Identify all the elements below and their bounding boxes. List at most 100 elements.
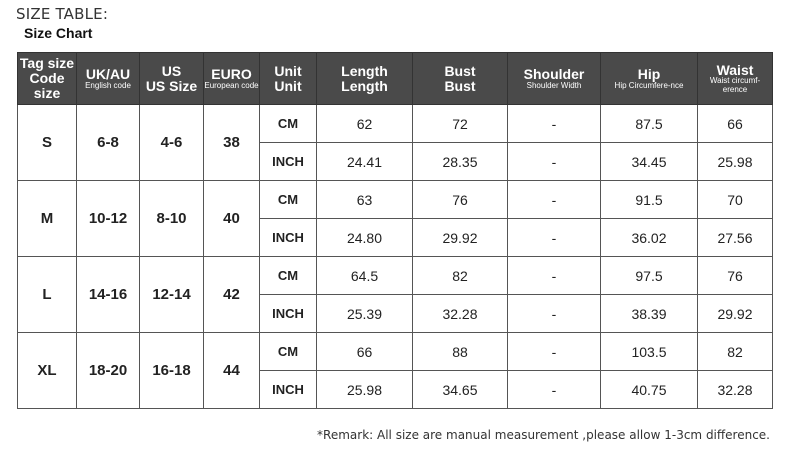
measurement-cell: 72 [412, 104, 508, 143]
measurement-cell: - [507, 104, 601, 143]
unit-cell: CM [259, 256, 317, 295]
measurement-cell: 62 [316, 104, 413, 143]
size-tag: S [17, 104, 77, 181]
header-label: Shoulder [523, 65, 585, 82]
column-header: UK/AU English code [76, 52, 140, 105]
unit-cell: INCH [259, 218, 317, 257]
unit-cell: CM [259, 180, 317, 219]
header-sublabel: Code size [29, 70, 65, 101]
header-sublabel: Waist circumf-erence [709, 76, 761, 94]
header-sublabel: US Size [145, 77, 198, 94]
table-row: L 14-16 12-14 42 CM 64.5 82-97.5 76 [17, 256, 773, 333]
table-row: S 6-8 4-6 38 CM 62 72-87.5 66 [17, 104, 773, 181]
measurement-cell: 66 [316, 332, 413, 371]
measurement-cell: 32.28 [697, 370, 773, 409]
measurement-cell: - [507, 294, 601, 333]
size-euro: 40 [203, 180, 260, 257]
header-sublabel: European code [204, 80, 259, 90]
measurement-cell: 34.45 [600, 142, 698, 181]
size-uk: 14-16 [76, 256, 140, 333]
size-euro: 44 [203, 332, 260, 409]
column-header: US US Size [139, 52, 204, 105]
size-tag: M [17, 180, 77, 257]
column-header: Waist Waist circumf-erence [697, 52, 773, 105]
measurement-cell: 25.98 [316, 370, 413, 409]
column-header: EURO European code [203, 52, 260, 105]
column-header: Tag size Code size [17, 52, 77, 105]
measurement-cell: 63 [316, 180, 413, 219]
header-sublabel: English code [85, 80, 131, 90]
header-label: UK/AU [85, 65, 131, 82]
column-header: Bust Bust [412, 52, 508, 105]
measurement-cell: 82 [697, 332, 773, 371]
measurement-cell: 24.80 [316, 218, 413, 257]
header-label: US [161, 62, 182, 79]
unit-cell: INCH [259, 370, 317, 409]
size-tag: L [17, 256, 77, 333]
column-header: Length Length [316, 52, 413, 105]
column-header: Hip Hip Circumfere-nce [600, 52, 698, 105]
measurement-cell: 76 [412, 180, 508, 219]
measurement-cell: 64.5 [316, 256, 413, 295]
size-uk: 10-12 [76, 180, 140, 257]
measurement-cell: 28.35 [412, 142, 508, 181]
measurement-cell: - [507, 370, 601, 409]
unit-cell: INCH [259, 294, 317, 333]
header-label: Waist [716, 61, 754, 78]
measurement-cell: 82 [412, 256, 508, 295]
measurement-cell: - [507, 180, 601, 219]
size-uk: 18-20 [76, 332, 140, 409]
measurement-cell: 97.5 [600, 256, 698, 295]
measurement-cell: 34.65 [412, 370, 508, 409]
header-sublabel: Hip Circumfere-nce [614, 80, 684, 90]
column-header: Shoulder Shoulder Width [507, 52, 601, 105]
measurement-cell: - [507, 256, 601, 295]
size-us: 16-18 [139, 332, 204, 409]
size-us: 12-14 [139, 256, 204, 333]
size-euro: 42 [203, 256, 260, 333]
size-uk: 6-8 [76, 104, 140, 181]
size-tag: XL [17, 332, 77, 409]
header-sublabel: Shoulder Width [526, 80, 582, 90]
measurement-cell: 32.28 [412, 294, 508, 333]
measurement-cell: 70 [697, 180, 773, 219]
table-row: INCH 24.41 28.35-34.45 25.98 [18, 142, 773, 181]
remark-note: *Remark: All size are manual measurement… [317, 428, 770, 442]
unit-cell: CM [259, 104, 317, 143]
size-us: 8-10 [139, 180, 204, 257]
measurement-cell: - [507, 332, 601, 371]
table-row: INCH 24.80 29.92-36.02 27.56 [18, 218, 773, 257]
measurement-cell: 24.41 [316, 142, 413, 181]
header-label: Unit [274, 62, 302, 79]
measurement-cell: 38.39 [600, 294, 698, 333]
header-sublabel: Length [341, 77, 388, 94]
measurement-cell: 25.98 [697, 142, 773, 181]
measurement-cell: 76 [697, 256, 773, 295]
measurement-cell: 40.75 [600, 370, 698, 409]
measurement-cell: 91.5 [600, 180, 698, 219]
table-row: INCH 25.98 34.65-40.75 32.28 [18, 370, 773, 409]
measurement-cell: - [507, 218, 601, 257]
header-label: Length [341, 62, 388, 79]
header-label: EURO [211, 65, 252, 82]
table-row: M 10-12 8-10 40 CM 63 76-91.5 70 [17, 180, 773, 257]
measurement-cell: 25.39 [316, 294, 413, 333]
measurement-cell: 29.92 [412, 218, 508, 257]
size-euro: 38 [203, 104, 260, 181]
header-label: Tag size [19, 55, 75, 72]
header-label: Bust [444, 62, 476, 79]
column-header: Unit Unit [259, 52, 317, 105]
header-sublabel: Bust [444, 77, 476, 94]
measurement-cell: 88 [412, 332, 508, 371]
size-chart-table: Tag size Code size UK/AU English code US US S… [17, 52, 773, 409]
size-us: 4-6 [139, 104, 204, 181]
measurement-cell: 29.92 [697, 294, 773, 333]
unit-cell: INCH [259, 142, 317, 181]
size-chart-heading: Size Chart [24, 25, 93, 41]
header-sublabel: Unit [274, 77, 302, 94]
measurement-cell: 103.5 [600, 332, 698, 371]
table-row: XL 18-20 16-18 44 CM 66 88-103.5 82 [17, 332, 773, 409]
measurement-cell: 66 [697, 104, 773, 143]
size-table-title: SIZE TABLE: [16, 5, 109, 23]
unit-cell: CM [259, 332, 317, 371]
